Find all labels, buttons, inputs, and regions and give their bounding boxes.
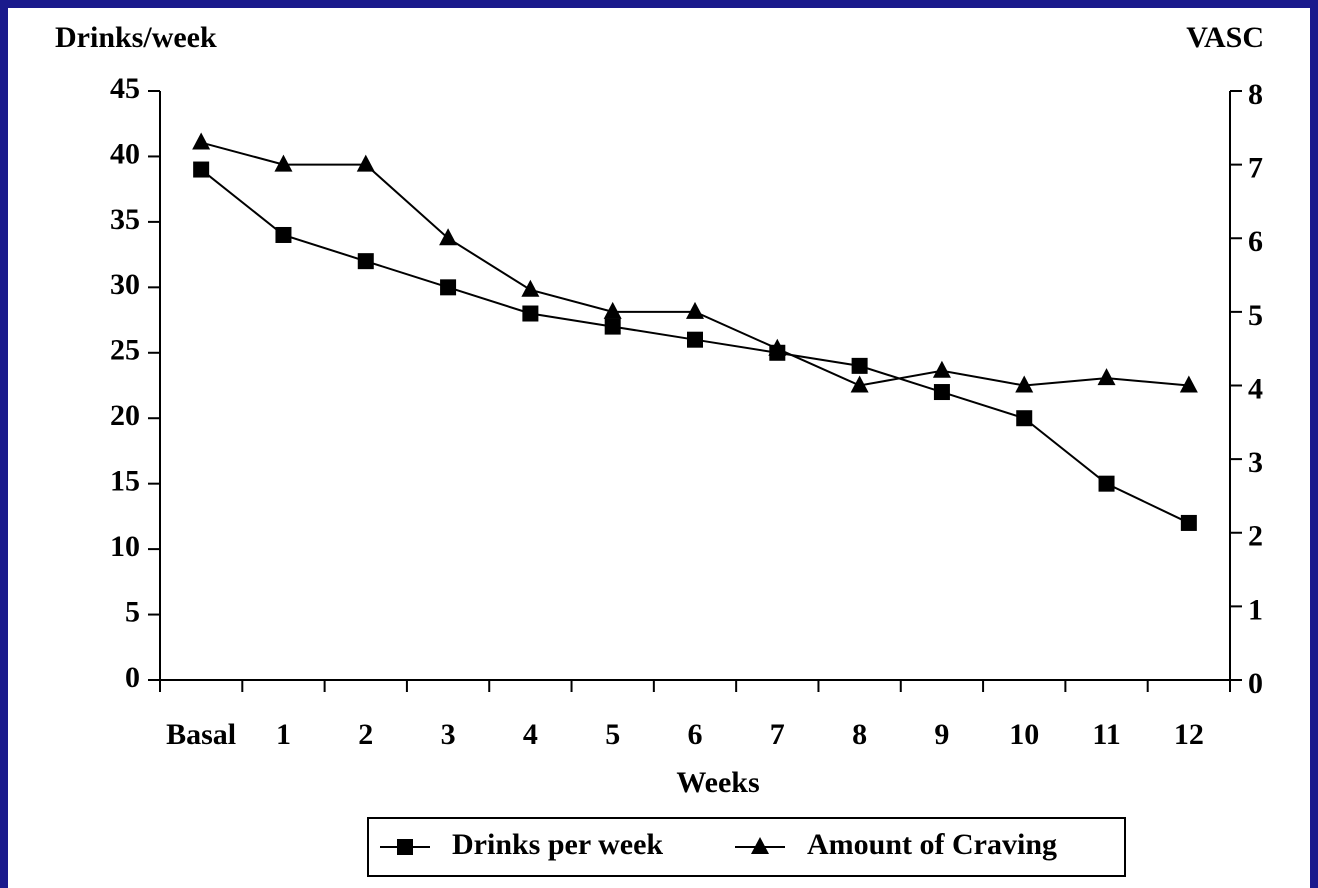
data-point — [932, 360, 951, 378]
y-tick-label: 0 — [125, 661, 140, 694]
y2-tick-label: 0 — [1248, 667, 1263, 700]
y-tick-label: 25 — [110, 334, 140, 367]
x-tick-label: 9 — [934, 718, 949, 751]
data-point — [439, 228, 458, 246]
x-tick-label: 3 — [441, 718, 456, 751]
x-tick-label: 6 — [688, 718, 703, 751]
legend-box — [367, 817, 1126, 877]
data-point — [440, 279, 457, 296]
legend-marker — [397, 839, 413, 855]
x-tick-label: 12 — [1174, 718, 1204, 751]
y2-tick-label: 6 — [1248, 225, 1263, 258]
data-point — [356, 154, 375, 172]
data-point — [1180, 514, 1197, 531]
x-tick-label: 4 — [523, 718, 538, 751]
legend-label: Drinks per week — [452, 828, 663, 861]
y2-tick-label: 5 — [1248, 299, 1263, 332]
y2-tick-label: 4 — [1248, 372, 1263, 405]
y-tick-label: 35 — [110, 203, 140, 236]
data-point — [1097, 368, 1116, 386]
y-tick-label: 10 — [110, 530, 140, 563]
plot-background — [8, 8, 1310, 888]
data-point — [193, 161, 210, 178]
data-point — [851, 357, 868, 374]
y2-tick-label: 7 — [1248, 152, 1263, 185]
data-point — [521, 279, 540, 297]
data-point — [522, 305, 539, 322]
data-point — [850, 375, 869, 393]
y-axis-label: Drinks/week — [55, 21, 217, 54]
x-axis-label: Weeks — [676, 766, 759, 799]
data-point — [274, 154, 293, 172]
data-point — [357, 253, 374, 270]
data-point — [686, 301, 704, 319]
y2-tick-label: 2 — [1248, 520, 1263, 553]
legend-marker — [751, 837, 769, 854]
data-point — [1016, 410, 1033, 427]
data-point — [687, 331, 703, 348]
y-tick-label: 30 — [110, 268, 140, 301]
data-point — [192, 132, 211, 150]
y2-axis-label: VASC — [1186, 21, 1264, 54]
y-tick-label: 45 — [110, 72, 140, 105]
x-tick-label: 10 — [1009, 718, 1039, 751]
data-point — [768, 338, 787, 356]
y2-tick-label: 8 — [1248, 78, 1263, 111]
data-point — [604, 318, 621, 335]
y2-tick-label: 3 — [1248, 446, 1263, 479]
data-point — [933, 384, 950, 401]
x-tick-label: 8 — [852, 718, 867, 751]
x-tick-label: 2 — [358, 718, 373, 751]
data-point — [1179, 375, 1198, 393]
y-tick-label: 40 — [110, 137, 140, 170]
y-tick-label: 15 — [110, 465, 140, 498]
data-point — [1015, 375, 1034, 393]
data-point — [1098, 475, 1115, 492]
y2-tick-label: 1 — [1248, 593, 1263, 626]
x-tick-label: 11 — [1092, 718, 1120, 751]
x-tick-label: 1 — [276, 718, 291, 751]
data-point — [275, 226, 292, 243]
x-tick-label: Basal — [166, 718, 236, 751]
y-tick-label: 5 — [125, 595, 140, 628]
legend-label: Amount of Craving — [807, 828, 1057, 861]
y-tick-label: 20 — [110, 399, 140, 432]
x-tick-label: 7 — [770, 718, 785, 751]
x-tick-label: 5 — [605, 718, 620, 751]
data-point — [603, 301, 622, 319]
